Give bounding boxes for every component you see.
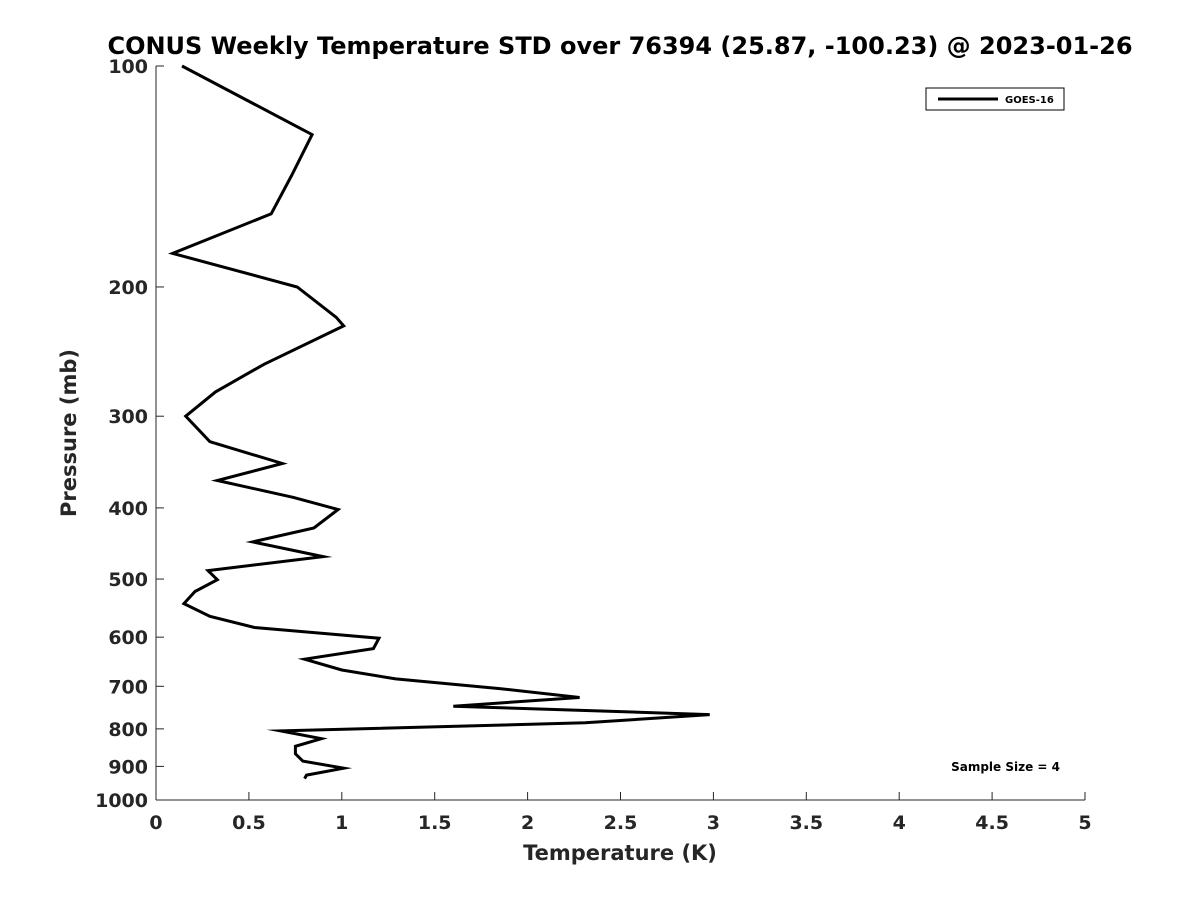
- legend-label-goes-16: GOES-16: [1005, 95, 1054, 106]
- legend: GOES-16: [925, 87, 1065, 111]
- x-tick-label: 4: [893, 812, 906, 834]
- y-axis-ticks: 100 200 300 400 500 600 700 800 900 1000: [95, 56, 164, 812]
- x-tick-label: 3.5: [789, 812, 823, 834]
- x-tick-label: 2: [521, 812, 534, 834]
- x-tick-label: 4.5: [975, 812, 1009, 834]
- x-axis-label: Temperature (K): [523, 841, 717, 865]
- sample-size-annotation: Sample Size = 4: [951, 760, 1060, 774]
- y-tick-label: 100: [108, 56, 148, 78]
- series-line-goes-16: [167, 64, 710, 780]
- y-axis-label: Pressure (mb): [57, 349, 81, 517]
- x-tick-label: 1.5: [418, 812, 452, 834]
- plot-area: 0 0.5 1 1.5 2 2.5 3 3.5 4 4.5 5 100 200 300 400 500 600…: [95, 56, 1092, 834]
- x-tick-label: 5: [1078, 812, 1091, 834]
- y-tick-label: 800: [108, 719, 148, 741]
- x-tick-label: 0: [149, 812, 162, 834]
- x-axis-ticks: 0 0.5 1 1.5 2 2.5 3 3.5 4 4.5 5: [149, 792, 1092, 834]
- y-tick-label: 200: [108, 277, 148, 299]
- y-tick-label: 500: [108, 569, 148, 591]
- y-tick-label: 700: [108, 676, 148, 698]
- x-tick-label: 1: [335, 812, 348, 834]
- chart-title: CONUS Weekly Temperature STD over 76394 …: [107, 32, 1132, 60]
- x-tick-label: 2.5: [604, 812, 638, 834]
- x-tick-label: 3: [707, 812, 720, 834]
- y-tick-label: 300: [108, 406, 148, 428]
- y-tick-label: 400: [108, 498, 148, 520]
- y-tick-label: 600: [108, 627, 148, 649]
- series-layer: [167, 64, 710, 780]
- y-tick-label: 900: [108, 756, 148, 778]
- y-tick-label: 1000: [95, 790, 148, 812]
- x-tick-label: 0.5: [232, 812, 266, 834]
